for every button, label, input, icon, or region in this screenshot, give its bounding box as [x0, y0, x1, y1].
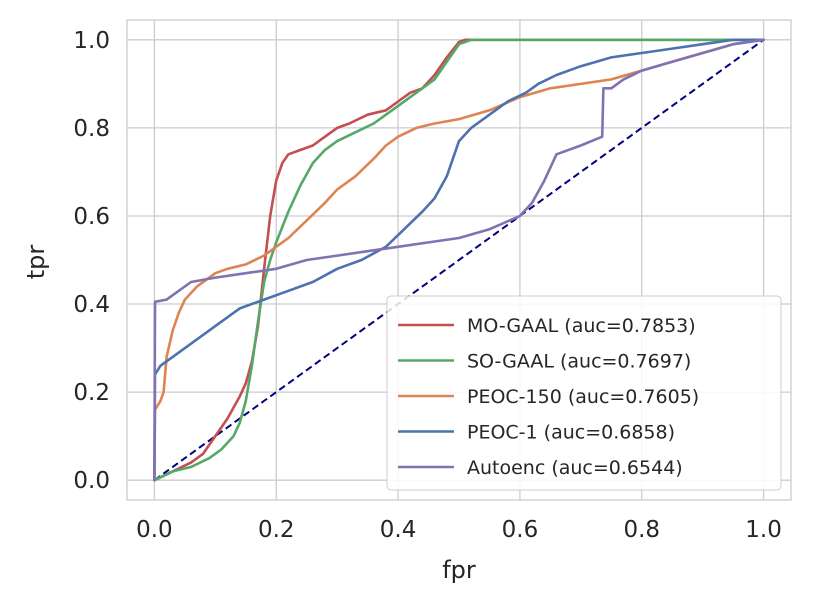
- reference-line-group: [153, 39, 765, 481]
- series-line-peoc-1: [153, 38, 765, 482]
- legend-label: PEOC-150 (auc=0.7605): [467, 386, 699, 408]
- legend-box: [386, 295, 782, 491]
- series-line-so-gaal: [153, 38, 765, 482]
- x-tick-label: 0.8: [623, 517, 660, 543]
- x-tick-label: 0.4: [380, 517, 417, 543]
- x-tick-labels: 0.0 0.2 0.4 0.6 0.8 1.0: [136, 517, 782, 543]
- x-axis-label: fpr: [442, 556, 476, 584]
- legend-label: MO-GAAL (auc=0.7853): [467, 315, 696, 337]
- series-line-autoenc: [153, 38, 765, 482]
- y-axis-label: tpr: [22, 245, 50, 280]
- x-tick-label: 0.2: [258, 517, 295, 543]
- plot-frame: [126, 19, 792, 501]
- chance-reference-line: [153, 39, 765, 481]
- y-tick-label: 0.8: [73, 116, 110, 142]
- legend: MO-GAAL (auc=0.7853) SO-GAAL (auc=0.7697)…: [386, 295, 782, 491]
- x-tick-label: 0.6: [502, 517, 539, 543]
- series-group: [153, 38, 765, 482]
- y-tick-label: 0.2: [73, 380, 110, 406]
- y-tick-label: 1.0: [73, 28, 110, 54]
- legend-label: SO-GAAL (auc=0.7697): [467, 351, 691, 373]
- y-tick-label: 0.4: [73, 292, 110, 318]
- series-line-mo-gaal: [153, 38, 765, 482]
- legend-label: Autoenc (auc=0.6544): [467, 457, 683, 479]
- y-tick-label: 0.6: [73, 204, 110, 230]
- series-line-peoc-150: [153, 38, 765, 482]
- legend-label: PEOC-1 (auc=0.6858): [467, 422, 675, 444]
- y-tick-labels: 0.0 0.2 0.4 0.6 0.8 1.0: [73, 28, 110, 494]
- x-tick-label: 0.0: [136, 517, 173, 543]
- y-tick-label: 0.0: [73, 468, 110, 494]
- x-tick-label: 1.0: [745, 517, 782, 543]
